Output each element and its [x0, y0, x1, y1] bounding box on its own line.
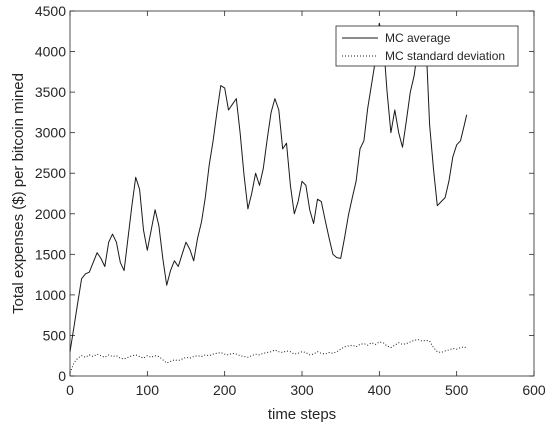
y-tick-label: 3000 — [35, 125, 66, 141]
series-layer — [69, 22, 468, 373]
legend-label-mc-standard-deviation: MC standard deviation — [385, 49, 505, 63]
y-tick-label: 1000 — [35, 287, 66, 303]
y-tick-label: 4000 — [35, 44, 66, 60]
y-tick-label: 2500 — [35, 165, 66, 181]
series-line-mc-average — [69, 22, 468, 352]
y-tick-label: 0 — [58, 368, 66, 384]
y-tick-label: 2000 — [35, 206, 66, 222]
y-tick-label: 4500 — [35, 3, 66, 19]
legend-box — [335, 25, 519, 67]
x-tick-label: 300 — [290, 382, 314, 398]
x-axis: 0 100 200 300 400 500 600 — [66, 11, 546, 398]
x-tick-label: 600 — [522, 382, 546, 398]
x-tick-label: 500 — [445, 382, 469, 398]
y-tick-label: 500 — [43, 327, 67, 343]
legend-label-mc-average: MC average — [385, 31, 451, 45]
x-tick-label: 200 — [213, 382, 237, 398]
series-line-mc-standard-deviation — [69, 339, 467, 373]
y-tick-label: 1500 — [35, 246, 66, 262]
plot-area — [69, 10, 535, 377]
x-tick-label: 400 — [368, 382, 392, 398]
legend: MC average MC standard deviation — [335, 25, 519, 67]
y-axis-label: Total expenses ($) per bitcoin mined — [10, 73, 27, 314]
x-tick-label: 0 — [66, 382, 74, 398]
y-tick-label: 3500 — [35, 84, 66, 100]
x-tick-label: 100 — [136, 382, 160, 398]
y-axis: 0 500 1000 1500 2000 2500 3000 3500 4000 4500 — [35, 3, 534, 384]
x-axis-label: time steps — [268, 406, 336, 423]
